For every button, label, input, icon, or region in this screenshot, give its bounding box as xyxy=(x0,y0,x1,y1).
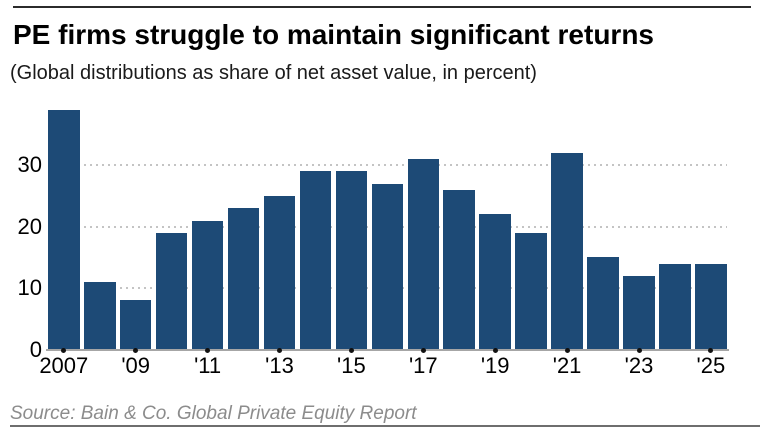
bar-2011 xyxy=(191,220,224,350)
bar-2021 xyxy=(551,152,583,350)
x-tick-label-2021: '21 xyxy=(552,352,582,378)
bar-2010 xyxy=(155,232,188,350)
bar-2007 xyxy=(48,110,80,350)
x-tick-label-2017: '17 xyxy=(408,352,438,378)
bar-2024 xyxy=(659,263,691,350)
x-tick-dot-2007 xyxy=(61,348,67,353)
bar-2017 xyxy=(407,159,440,350)
x-tick-dot-2021 xyxy=(564,348,570,353)
x-tick-dot-2023 xyxy=(636,348,642,353)
bar-2025 xyxy=(695,263,727,350)
top-divider xyxy=(13,6,751,8)
y-tick-label-10: 10 xyxy=(17,275,42,301)
x-tick-label-2015: '15 xyxy=(337,352,366,378)
y-tick-label-30: 30 xyxy=(17,152,42,178)
x-tick-label-2019: '19 xyxy=(480,352,510,378)
bar-2012 xyxy=(227,208,260,350)
chart-subtitle: (Global distributions as share of net as… xyxy=(10,62,537,84)
x-tick-dot-2019 xyxy=(492,348,498,353)
source-note: Source: Bain & Co. Global Private Equity… xyxy=(10,403,417,424)
bar-2014 xyxy=(299,171,332,350)
bar-2020 xyxy=(515,232,547,350)
x-tick-dot-2011 xyxy=(205,348,211,353)
x-tick-dot-2025 xyxy=(708,348,714,353)
bar-2018 xyxy=(443,189,476,350)
bar-2009 xyxy=(119,300,152,350)
bar-2015 xyxy=(335,171,368,350)
x-axis-line xyxy=(46,348,729,351)
x-tick-label-2025: '25 xyxy=(696,352,726,378)
x-tick-label-2013: '13 xyxy=(265,352,294,378)
x-tick-label-2009: '09 xyxy=(121,352,151,378)
bar-2008 xyxy=(83,281,116,350)
x-tick-dot-2017 xyxy=(420,348,426,353)
bar-2016 xyxy=(371,183,404,350)
x-tick-label-2023: '23 xyxy=(624,352,654,378)
y-tick-label-20: 20 xyxy=(17,213,42,239)
bar-2023 xyxy=(623,275,655,350)
bar-2013 xyxy=(263,195,296,350)
x-tick-dot-2013 xyxy=(277,348,282,353)
chart-title: PE firms struggle to maintain significan… xyxy=(13,19,654,50)
x-tick-label-2011: '11 xyxy=(194,352,222,378)
y-tick-label-0: 0 xyxy=(29,336,42,362)
bar-2022 xyxy=(587,257,619,350)
bottom-divider xyxy=(10,425,760,427)
x-tick-dot-2009 xyxy=(133,348,139,353)
x-tick-label-2007: 2007 xyxy=(39,352,89,378)
x-tick-dot-2015 xyxy=(348,348,354,353)
bar-2019 xyxy=(479,214,511,350)
gridline-30 xyxy=(48,164,727,167)
